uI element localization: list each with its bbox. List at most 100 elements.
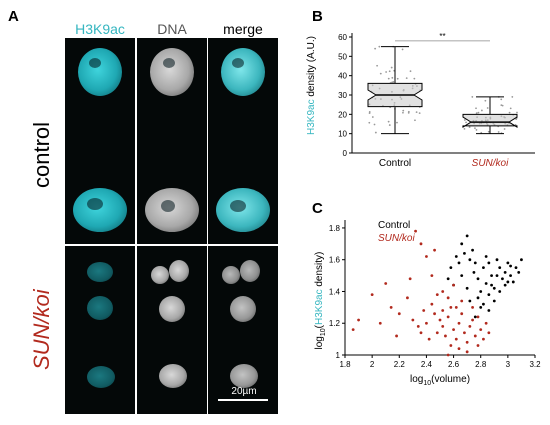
- y-axis-label: H3K9ac density (A.U.): [306, 36, 317, 135]
- point-control: [476, 296, 480, 300]
- point-sunkoi: [460, 299, 464, 303]
- point-sunkoi: [378, 321, 382, 325]
- point-control: [473, 315, 477, 319]
- y-tick-label: 1.6: [329, 256, 341, 265]
- y-tick-label: 0: [343, 149, 348, 158]
- point-sunkoi: [397, 312, 401, 316]
- x-tick-label: 1.8: [339, 360, 351, 369]
- data-point: [385, 71, 388, 73]
- col-header-merge: merge: [223, 21, 263, 37]
- x-tick-label: 2.2: [394, 360, 406, 369]
- point-control: [495, 258, 499, 262]
- x-tick-label: 3: [506, 360, 511, 369]
- data-point: [516, 111, 518, 114]
- data-point: [388, 124, 391, 126]
- point-control: [482, 266, 485, 270]
- point-control: [487, 293, 491, 297]
- x-tick-label: 2.8: [475, 360, 487, 369]
- col-header-h3k9ac: H3K9ac: [75, 21, 125, 37]
- data-point: [501, 104, 504, 107]
- point-sunkoi: [446, 315, 450, 319]
- point-sunkoi: [419, 242, 423, 246]
- point-sunkoi: [425, 255, 428, 258]
- point-sunkoi: [471, 318, 474, 322]
- data-point: [503, 128, 506, 130]
- y-tick-label: 40: [338, 72, 347, 81]
- data-point: [475, 129, 478, 131]
- point-sunkoi: [441, 290, 445, 293]
- data-point: [368, 121, 371, 124]
- point-control: [501, 277, 504, 281]
- point-control: [473, 261, 477, 265]
- point-sunkoi: [430, 302, 434, 306]
- point-sunkoi: [454, 305, 458, 309]
- data-point: [497, 131, 500, 133]
- data-point: [405, 77, 408, 80]
- data-point: [465, 121, 467, 124]
- point-sunkoi: [441, 309, 445, 312]
- panel-c-letter: C: [312, 200, 323, 217]
- data-point: [508, 111, 511, 114]
- point-sunkoi: [438, 318, 442, 322]
- data-point: [374, 47, 377, 50]
- panel-a-letter: A: [8, 8, 19, 25]
- micrograph-control-h3k9ac: [65, 38, 135, 244]
- x-axis-label: log10(volume): [410, 374, 470, 387]
- panel-b-letter: B: [312, 8, 323, 25]
- point-control: [498, 290, 502, 293]
- micrograph-sunkoi-dna: [137, 246, 207, 414]
- data-point: [463, 127, 466, 130]
- point-sunkoi: [452, 328, 455, 331]
- point-sunkoi: [463, 331, 466, 335]
- point-sunkoi: [422, 309, 426, 312]
- x-category-label: SUN/koi: [472, 158, 509, 169]
- data-point: [487, 130, 490, 133]
- data-point: [387, 77, 390, 80]
- point-sunkoi: [389, 305, 393, 309]
- box-sunkoi: [462, 113, 518, 128]
- data-point: [376, 64, 379, 67]
- point-sunkoi: [454, 337, 458, 341]
- data-point: [391, 76, 394, 79]
- point-sunkoi: [457, 347, 461, 351]
- micrograph-control-merge: [208, 38, 278, 244]
- point-control: [479, 290, 483, 293]
- micrograph-control-dna: [137, 38, 207, 244]
- data-point: [475, 112, 478, 115]
- legend-control: Control: [378, 220, 410, 231]
- y-tick-label: 60: [338, 33, 347, 42]
- point-sunkoi: [411, 318, 415, 322]
- point-sunkoi: [425, 321, 428, 325]
- x-tick-label: 2.6: [448, 360, 460, 369]
- point-control: [511, 280, 515, 284]
- data-point: [371, 116, 374, 118]
- data-point: [373, 123, 376, 126]
- point-control: [454, 255, 458, 258]
- point-sunkoi: [449, 305, 453, 309]
- y-tick-label: 10: [338, 130, 347, 139]
- data-point: [407, 111, 410, 114]
- point-sunkoi: [484, 321, 488, 325]
- data-point: [388, 70, 391, 73]
- point-sunkoi: [446, 353, 450, 357]
- point-sunkoi: [395, 334, 398, 338]
- data-point: [477, 111, 480, 114]
- data-point: [374, 131, 377, 134]
- data-point: [414, 119, 416, 122]
- y-tick-label: 1.2: [329, 319, 341, 328]
- scatter-plot: 1.8 2 2.2 2.4 2.6 2.8 3 3.2 1 1.2 1.4 1.6 1.8 Control…: [314, 220, 541, 387]
- point-sunkoi: [446, 296, 450, 300]
- point-control: [506, 280, 510, 284]
- y-tick-label: 50: [338, 52, 347, 61]
- point-control: [487, 261, 491, 265]
- data-point: [378, 45, 381, 48]
- point-sunkoi: [460, 312, 464, 316]
- point-sunkoi: [414, 229, 417, 233]
- col-header-dna: DNA: [157, 21, 187, 37]
- point-sunkoi: [433, 312, 436, 316]
- data-point: [484, 99, 487, 102]
- micrograph-sunkoi-h3k9ac: [65, 246, 135, 414]
- point-control: [509, 274, 512, 277]
- point-control: [490, 274, 493, 277]
- data-point: [418, 112, 421, 115]
